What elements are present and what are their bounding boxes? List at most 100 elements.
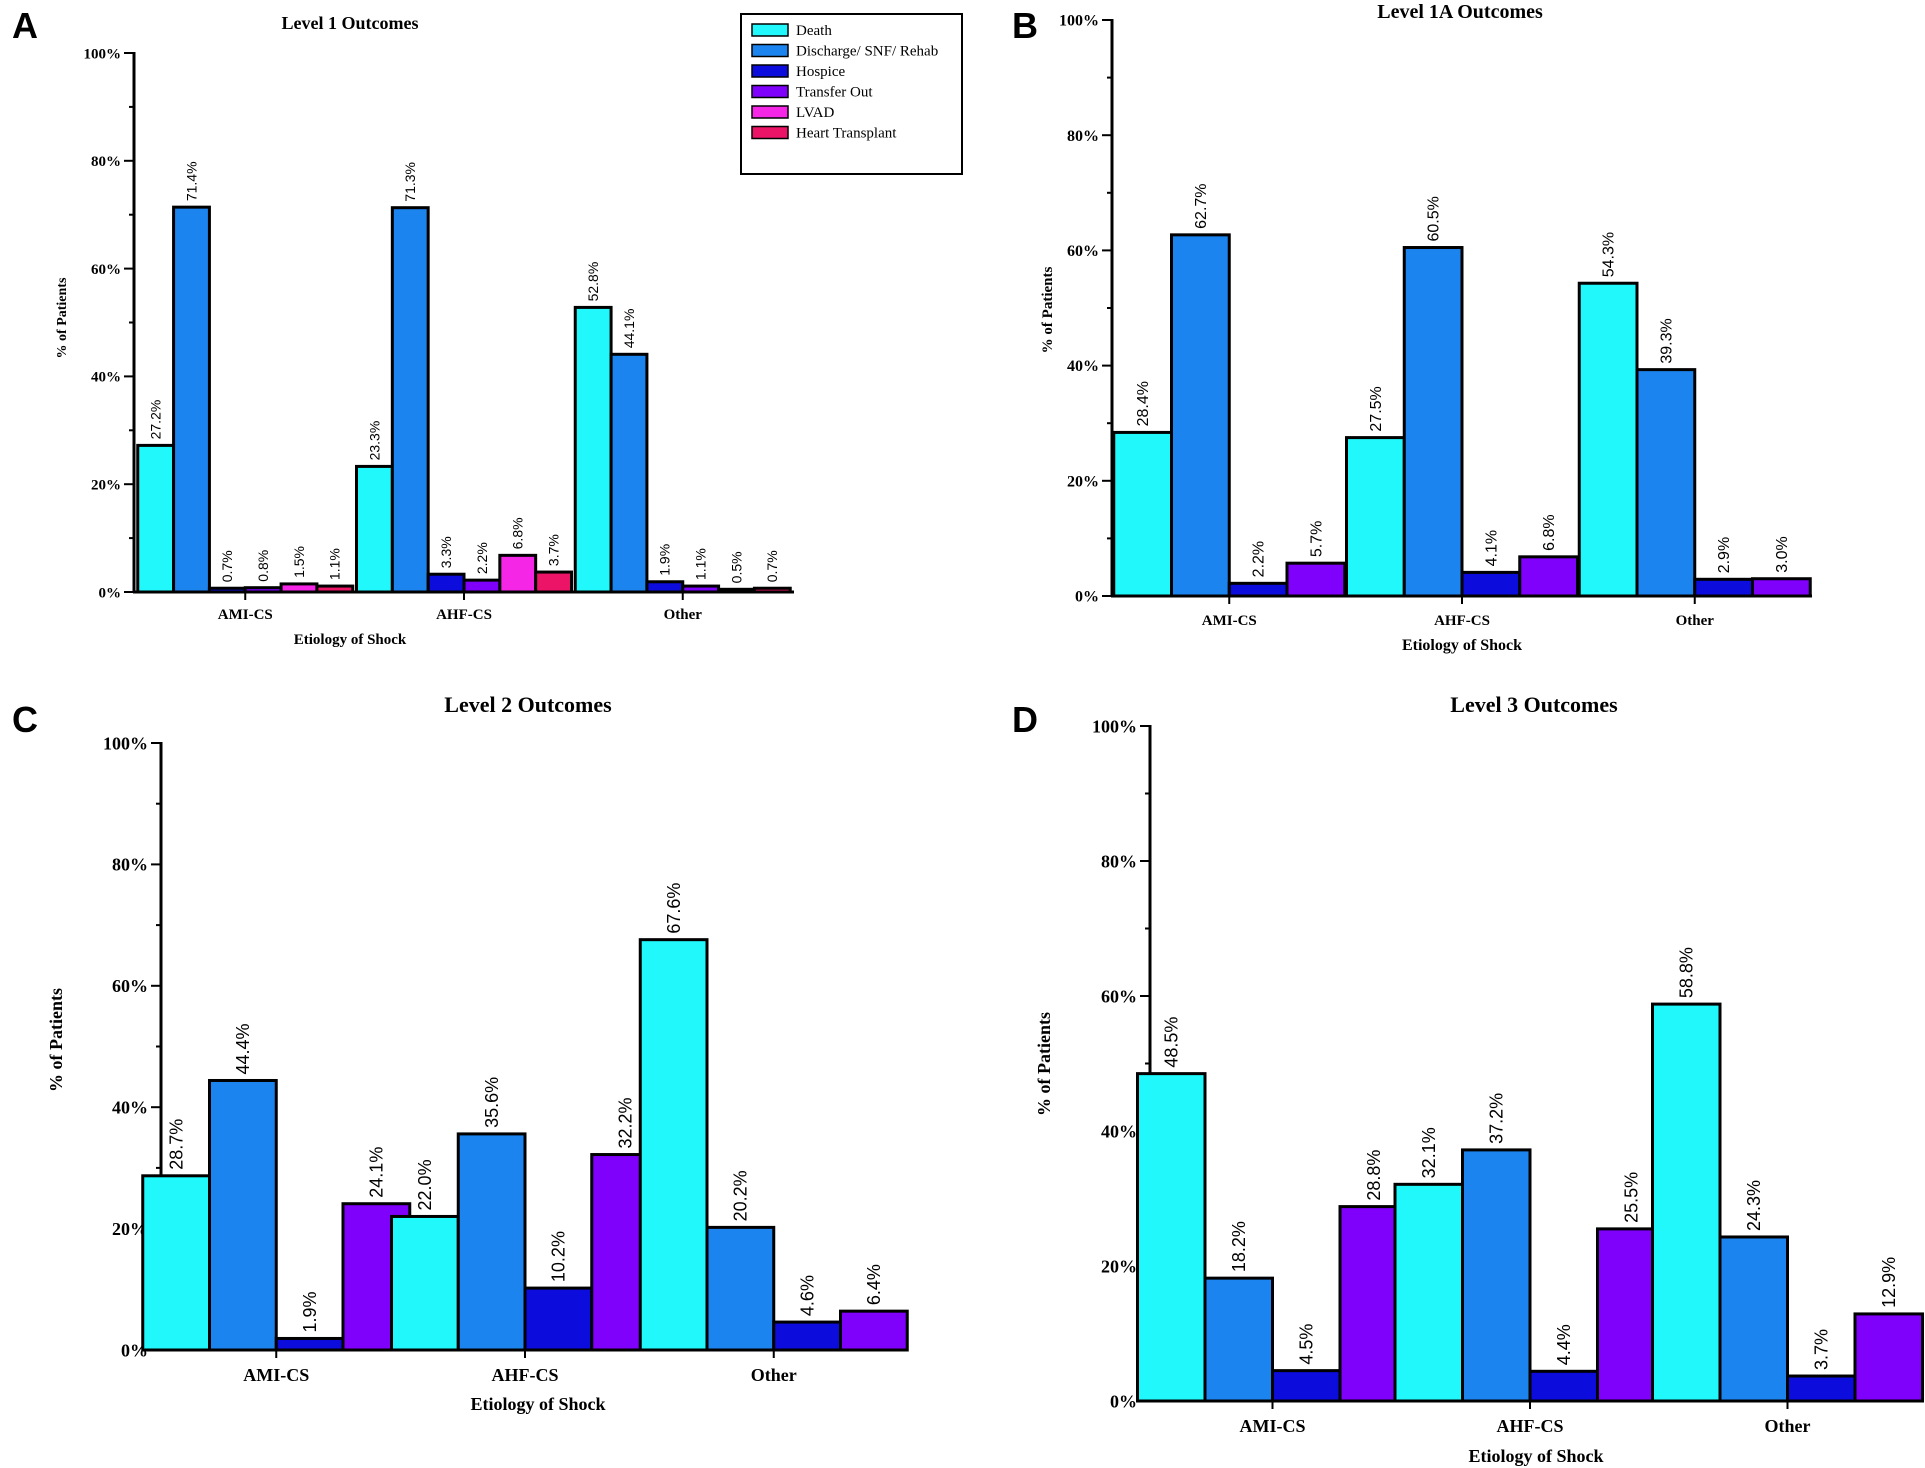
y-tick-label: 40% — [1101, 1121, 1137, 1141]
y-tick-label: 40% — [112, 1098, 148, 1118]
bar — [1136, 1072, 1207, 1403]
y-tick-label: 60% — [91, 262, 121, 278]
bar — [426, 572, 466, 594]
y-tick-label: 100% — [1092, 716, 1137, 736]
panel-letter: C — [12, 699, 38, 740]
bar — [274, 1336, 345, 1352]
data-label: 4.5% — [1297, 1324, 1317, 1365]
legend-swatch — [751, 23, 789, 37]
bar — [1853, 1312, 1924, 1403]
bar — [645, 580, 685, 594]
y-tick-label: 0% — [1075, 589, 1099, 606]
bar — [1751, 577, 1812, 598]
data-label: 22.0% — [415, 1159, 435, 1210]
bar — [573, 305, 613, 594]
data-label: 3.3% — [438, 536, 454, 568]
panel-letter: D — [1012, 699, 1038, 740]
y-tick-label: 100% — [1059, 13, 1099, 30]
data-label: 71.4% — [183, 161, 199, 201]
y-tick-label: 100% — [103, 733, 148, 753]
data-label: 58.8% — [1677, 947, 1697, 998]
panel-a: A Level 1 Outcomes 0% 20% 40% 60% 80% 100% % of … — [12, 5, 963, 648]
bar — [456, 1132, 527, 1352]
data-label: 67.6% — [664, 883, 684, 934]
data-label: 28.7% — [166, 1119, 186, 1170]
bar — [1577, 281, 1639, 598]
bar — [1170, 233, 1231, 598]
data-label: 20.2% — [731, 1170, 751, 1221]
data-label: 52.8% — [585, 262, 601, 302]
y-tick-label: 0% — [1110, 1391, 1137, 1411]
x-axis-label: Etiology of Shock — [1402, 637, 1522, 654]
bar — [390, 206, 430, 594]
bar — [523, 1286, 594, 1352]
bar — [1285, 561, 1347, 598]
data-label: 37.2% — [1487, 1093, 1507, 1144]
x-tick-label: Other — [1765, 1416, 1811, 1436]
data-label: 18.2% — [1229, 1221, 1249, 1272]
data-label: 6.8% — [1541, 514, 1558, 550]
x-tick-label: Other — [664, 607, 703, 623]
bar — [1518, 555, 1579, 598]
bar — [1718, 1235, 1789, 1403]
y-axis-label: % of Patients — [1034, 1012, 1054, 1116]
data-label: 2.9% — [1716, 537, 1733, 573]
bar — [1402, 246, 1464, 598]
data-label: 32.2% — [615, 1097, 635, 1148]
chart-title: Level 3 Outcomes — [1450, 692, 1618, 717]
data-label: 4.4% — [1554, 1324, 1574, 1365]
y-tick-label: 100% — [84, 46, 122, 62]
data-label: 4.1% — [1483, 530, 1500, 566]
data-label: 27.5% — [1368, 386, 1385, 431]
data-label: 28.8% — [1364, 1150, 1384, 1201]
bar — [705, 1225, 776, 1352]
y-tick-label: 0% — [99, 585, 122, 601]
y-tick-label: 40% — [1067, 358, 1099, 375]
legend-swatch — [751, 43, 789, 58]
bar — [1112, 430, 1173, 598]
bar — [355, 464, 394, 594]
y-tick-label: 80% — [91, 154, 121, 170]
data-label: 24.3% — [1744, 1180, 1764, 1231]
x-tick-label: AHF-CS — [1497, 1416, 1564, 1436]
x-tick-label: AHF-CS — [492, 1365, 559, 1385]
y-tick-label: 20% — [112, 1219, 148, 1239]
panel-d: D Level 3 Outcomes 0% 20% 40% 60% 80% 100% % of … — [1012, 692, 1924, 1466]
data-label: 1.9% — [300, 1291, 320, 1332]
data-label: 54.3% — [1601, 232, 1618, 277]
bar — [1271, 1369, 1342, 1403]
legend-swatch — [751, 64, 789, 78]
data-label: 0.8% — [255, 550, 271, 582]
data-label: 10.2% — [549, 1231, 569, 1282]
bar — [1693, 577, 1754, 598]
data-label: 1.9% — [657, 544, 673, 576]
data-label: 48.5% — [1162, 1017, 1182, 1068]
bar — [141, 1174, 211, 1352]
x-tick-label: AMI-CS — [218, 607, 273, 623]
bar — [839, 1309, 909, 1352]
y-tick-label: 60% — [1067, 243, 1099, 260]
bar — [1203, 1276, 1274, 1403]
panel-letter: B — [1012, 5, 1038, 46]
data-label: 24.1% — [367, 1147, 387, 1198]
bar — [1635, 368, 1697, 598]
x-tick-label: Other — [751, 1365, 797, 1385]
y-axis-label: % of Patients — [55, 277, 70, 358]
x-axis-label: Etiology of Shock — [470, 1394, 605, 1414]
data-label: 6.4% — [864, 1264, 884, 1305]
legend-swatch — [751, 125, 789, 140]
legend-swatch — [751, 105, 789, 119]
bar — [136, 443, 176, 594]
x-tick-label: AHF-CS — [1434, 613, 1490, 629]
data-label: 6.8% — [510, 517, 526, 549]
bar — [772, 1320, 842, 1352]
bar — [1528, 1369, 1599, 1403]
bar — [498, 553, 538, 594]
data-label: 2.2% — [474, 542, 490, 574]
legend-entry: Transfer Out — [796, 85, 873, 101]
data-label: 3.7% — [1812, 1329, 1832, 1370]
x-axis-label: Etiology of Shock — [294, 632, 407, 648]
chart-title: Level 1 Outcomes — [282, 13, 419, 33]
data-label: 27.2% — [148, 400, 164, 440]
data-label: 28.4% — [1135, 381, 1152, 426]
